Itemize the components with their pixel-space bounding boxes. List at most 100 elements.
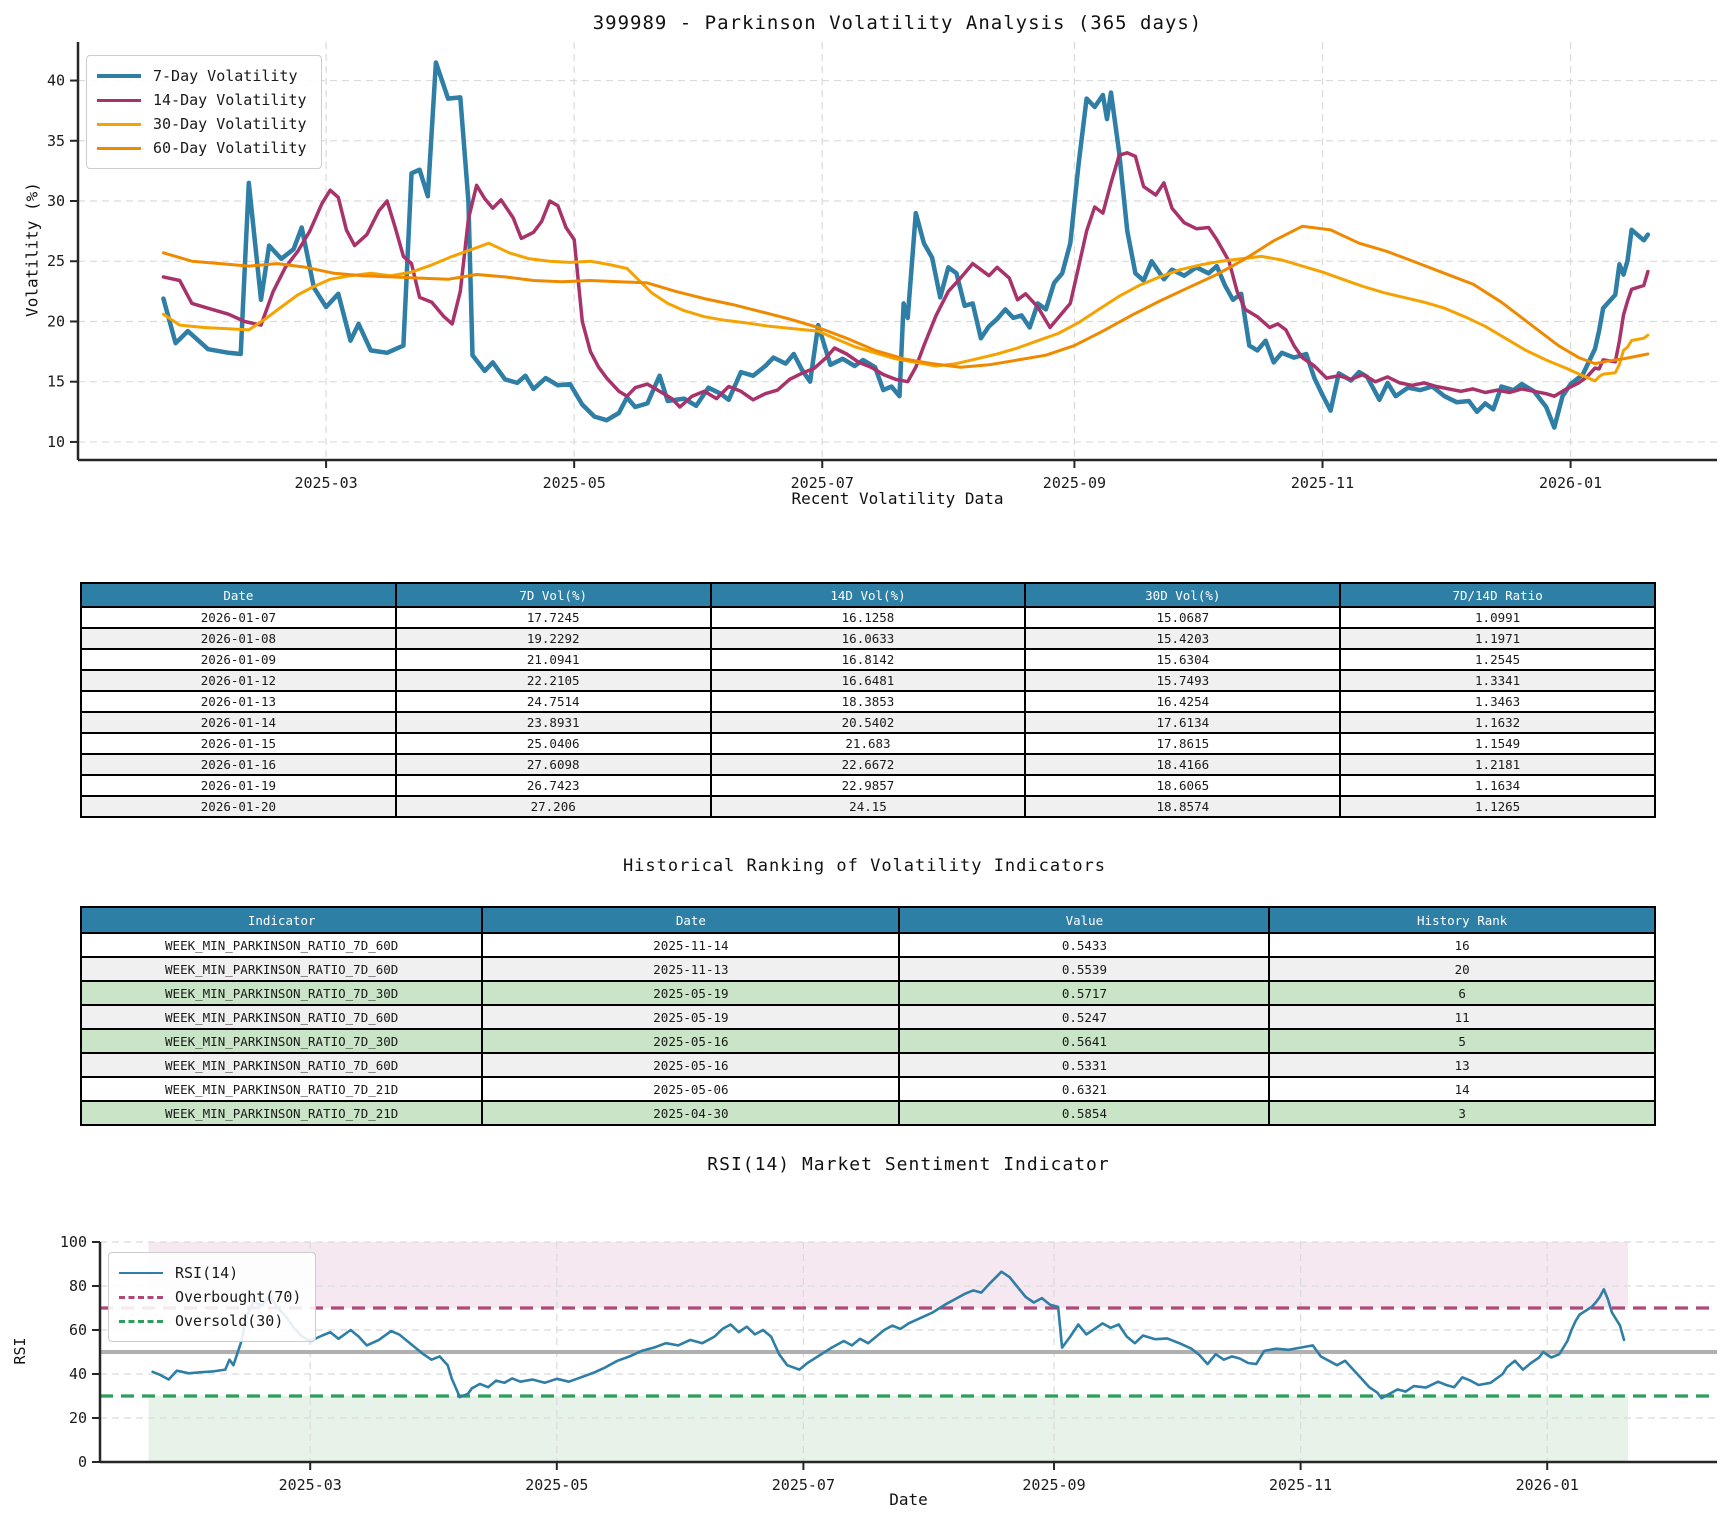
table-row: 2026-01-16 27.6098 22.6672 18.4166 1.2181: [80, 753, 1656, 776]
table-cell: 21.0941: [394, 648, 712, 671]
rsi-chart-xlabel: Date: [889, 1490, 928, 1509]
table-row: 2026-01-15 25.0406 21.683 17.8615 1.1549: [80, 732, 1656, 755]
legend-item: RSI(14): [119, 1261, 301, 1285]
legend-item: Overbought(70): [119, 1285, 301, 1309]
table-cell: 5: [1268, 1028, 1656, 1054]
table-cell: 0.5854: [898, 1100, 1271, 1126]
axis-tick-label-y: 80: [69, 1277, 87, 1295]
table-row: WEEK_MIN_PARKINSON_RATIO_7D_60D 2025-11-1…: [79, 932, 1656, 958]
table-row: 2026-01-20 27.206 24.15 18.8574 1.1265: [80, 795, 1656, 818]
table-cell: WEEK_MIN_PARKINSON_RATIO_7D_21D: [79, 1076, 484, 1102]
table-cell: 16.0633: [709, 627, 1027, 650]
axis-tick-label-y: 40: [69, 1365, 87, 1383]
axis-tick-label-x: 2025-11: [1291, 474, 1354, 492]
table-cell: 22.2105: [394, 669, 712, 692]
column-header: 30D Vol(%): [1024, 582, 1342, 608]
axis-tick-label-y: 15: [47, 373, 65, 391]
table-row: 2026-01-09 21.0941 16.8142 15.6304 1.2545: [80, 648, 1656, 671]
table-cell: 2026-01-19: [80, 774, 397, 797]
legend-label: 14-Day Volatility: [153, 91, 307, 109]
table-cell: 20: [1268, 956, 1656, 982]
table-cell: 17.7245: [394, 606, 712, 629]
table-cell: 1.3463: [1339, 690, 1656, 713]
legend-label: RSI(14): [175, 1264, 239, 1282]
table-cell: 2026-01-20: [80, 795, 397, 818]
column-header: History Rank: [1268, 906, 1656, 934]
table-cell: 1.2181: [1339, 753, 1656, 776]
axis-tick-label-x: 2026-01: [1516, 1476, 1579, 1494]
axis-tick-label-x: 2025-07: [772, 1476, 835, 1494]
table-cell: 0.5539: [898, 956, 1271, 982]
ranking-section-title: Historical Ranking of Volatility Indicat…: [622, 856, 1107, 876]
column-header: 7D Vol(%): [394, 582, 712, 608]
table-row: WEEK_MIN_PARKINSON_RATIO_7D_30D 2025-05-1…: [79, 980, 1656, 1006]
series-line: [151, 1270, 1626, 1400]
axis-tick-label-y: 100: [60, 1233, 87, 1251]
table-cell: 2026-01-16: [80, 753, 397, 776]
table-cell: 6: [1268, 980, 1656, 1006]
table-cell: 16: [1268, 932, 1656, 958]
table-cell: 16.8142: [709, 648, 1027, 671]
axis-tick-label-y: 0: [78, 1453, 87, 1471]
axis-tick-label-x: 2025-11: [1269, 1476, 1332, 1494]
axis-tick-label-y: 60: [69, 1321, 87, 1339]
chart-band: [148, 1242, 1629, 1308]
table-cell: 2025-11-14: [481, 932, 901, 958]
axis-tick-label-x: 2025-03: [294, 474, 357, 492]
table-cell: 0.5717: [898, 980, 1271, 1006]
table-cell: 2026-01-09: [80, 648, 397, 671]
table-cell: 0.6321: [898, 1076, 1271, 1102]
legend-line-swatch: [119, 1295, 163, 1299]
table-cell: 0.5247: [898, 1004, 1271, 1030]
table-cell: 2026-01-12: [80, 669, 397, 692]
table-cell: 1.1632: [1339, 711, 1656, 734]
legend-item: 60-Day Volatility: [97, 136, 307, 160]
table-cell: 18.3853: [709, 690, 1027, 713]
table-row: WEEK_MIN_PARKINSON_RATIO_7D_60D 2025-11-1…: [79, 956, 1656, 982]
table-cell: 2026-01-15: [80, 732, 397, 755]
table-cell: 16.6481: [709, 669, 1027, 692]
table-row: 2026-01-14 23.8931 20.5402 17.6134 1.1632: [80, 711, 1656, 734]
table-cell: 22.9857: [709, 774, 1027, 797]
column-header: Date: [481, 906, 901, 934]
table-row: 2026-01-08 19.2292 16.0633 15.4203 1.1971: [80, 627, 1656, 650]
legend-item: 7-Day Volatility: [97, 64, 307, 88]
axis-tick-label-x: 2025-05: [543, 474, 606, 492]
table-cell: 18.6065: [1024, 774, 1342, 797]
chart-band: [148, 1396, 1629, 1462]
series-line: [161, 151, 1650, 409]
legend-label: 7-Day Volatility: [153, 67, 298, 85]
volatility-chart-title: 399989 - Parkinson Volatility Analysis (…: [592, 12, 1203, 34]
axis-tick-label-x: 2025-03: [279, 1476, 342, 1494]
volatility-legend: 7-Day Volatility 14-Day Volatility 30-Day …: [86, 55, 322, 169]
legend-item: 30-Day Volatility: [97, 112, 307, 136]
table-cell: 2026-01-13: [80, 690, 397, 713]
table-cell: 2026-01-07: [80, 606, 397, 629]
table-cell: 15.0687: [1024, 606, 1342, 629]
rsi-legend: RSI(14) Overbought(70) Oversold(30): [108, 1252, 317, 1342]
table-cell: 1.1549: [1339, 732, 1656, 755]
table-cell: WEEK_MIN_PARKINSON_RATIO_7D_30D: [79, 1028, 484, 1054]
table-cell: 16.1258: [709, 606, 1027, 629]
axis-tick-label-y: 10: [47, 433, 65, 451]
column-header: Date: [80, 582, 397, 608]
table-cell: 21.683: [709, 732, 1027, 755]
legend-line-swatch: [97, 146, 141, 150]
table-cell: 0.5331: [898, 1052, 1271, 1078]
legend-line-swatch: [119, 1319, 163, 1323]
axis-tick-label-y: 25: [47, 252, 65, 270]
legend-label: 30-Day Volatility: [153, 115, 307, 133]
table-cell: 15.7493: [1024, 669, 1342, 692]
table-cell: 20.5402: [709, 711, 1027, 734]
table-row: 2026-01-12 22.2105 16.6481 15.7493 1.3341: [80, 669, 1656, 692]
table-cell: WEEK_MIN_PARKINSON_RATIO_7D_60D: [79, 956, 484, 982]
legend-item: Oversold(30): [119, 1309, 301, 1333]
legend-line-swatch: [97, 98, 141, 102]
legend-line-swatch: [97, 122, 141, 126]
table-cell: 1.1265: [1339, 795, 1656, 818]
axis-tick-label-x: 2025-09: [1022, 1476, 1085, 1494]
table-cell: 1.1634: [1339, 774, 1656, 797]
table-cell: 0.5433: [898, 932, 1271, 958]
column-header: Value: [898, 906, 1271, 934]
